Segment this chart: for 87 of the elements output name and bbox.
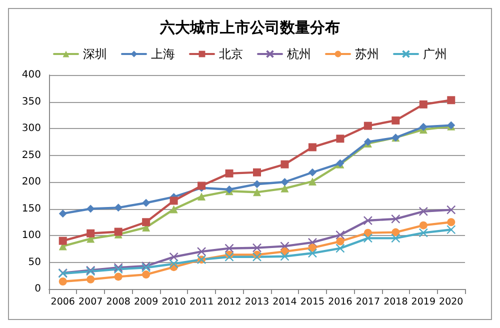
y-tick-label: 100	[22, 230, 41, 241]
x-tick-label: 2020	[439, 296, 464, 308]
point	[253, 180, 261, 188]
y-tick-label: 350	[22, 96, 41, 108]
point	[252, 252, 262, 262]
point	[392, 228, 400, 236]
x-tick-label: 2007	[78, 296, 103, 308]
point	[224, 244, 234, 253]
x-tick-label: 2018	[384, 296, 408, 308]
point	[58, 210, 67, 218]
x-tick-label: 2016	[328, 296, 352, 308]
point	[336, 134, 344, 143]
y-tick-label: 300	[22, 123, 41, 134]
point	[225, 169, 234, 178]
x-tick-label: 2010	[162, 296, 186, 308]
point	[336, 237, 344, 246]
point	[280, 184, 289, 192]
point	[364, 122, 372, 130]
point	[308, 177, 316, 186]
point	[363, 234, 373, 243]
point	[170, 205, 178, 214]
point	[253, 188, 261, 196]
x-tick-label: 2011	[189, 296, 214, 308]
point	[170, 196, 178, 205]
point	[446, 205, 456, 214]
point	[224, 252, 234, 262]
point	[336, 230, 345, 240]
point	[308, 143, 316, 152]
point	[418, 228, 428, 238]
x-tick-label: 2017	[356, 296, 380, 308]
x-tick-label: 2013	[244, 296, 270, 308]
legend-label: 上海	[151, 47, 175, 61]
point	[280, 242, 290, 251]
point	[447, 218, 456, 226]
y-tick-label: 250	[22, 150, 41, 161]
point	[308, 168, 316, 176]
point	[446, 225, 456, 234]
point	[419, 221, 428, 230]
point	[58, 236, 67, 245]
point	[142, 198, 150, 207]
point	[58, 278, 67, 286]
point	[198, 192, 206, 200]
point	[169, 259, 178, 268]
point	[447, 96, 456, 104]
point	[419, 122, 428, 131]
point	[253, 168, 261, 176]
point	[86, 275, 95, 284]
x-tick-label: 2012	[217, 296, 242, 308]
point	[142, 218, 150, 226]
point	[363, 216, 373, 226]
point	[142, 270, 150, 279]
point	[308, 238, 318, 248]
point	[280, 252, 290, 261]
x-tick-label: 2015	[300, 296, 325, 308]
chart-title: 六大城市上市公司数量分布	[159, 18, 340, 36]
y-tick-label: 200	[22, 176, 41, 188]
point	[114, 272, 122, 281]
point	[392, 116, 400, 124]
point	[391, 214, 400, 224]
point	[280, 160, 289, 168]
point	[86, 229, 95, 238]
x-tick-label: 2008	[106, 296, 130, 308]
point	[169, 252, 178, 262]
point	[308, 248, 318, 258]
point	[196, 246, 206, 256]
point	[114, 228, 122, 236]
point	[114, 204, 122, 212]
x-tick-label: 2006	[50, 296, 75, 308]
y-tick-label: 0	[34, 284, 41, 294]
y-tick-label: 50	[28, 256, 41, 268]
x-tick-label: 2014	[272, 296, 297, 308]
point	[391, 234, 400, 243]
legend-label: 苏州	[355, 47, 379, 61]
legend-label: 杭州	[286, 47, 311, 61]
x-tick-label: 2019	[411, 296, 436, 308]
point	[336, 244, 345, 253]
y-tick-label: 150	[22, 203, 41, 214]
y-tick-label: 400	[22, 70, 41, 80]
x-tick-label: 2009	[134, 296, 158, 308]
point	[280, 178, 289, 186]
point	[418, 206, 428, 216]
point	[86, 204, 95, 213]
legend-label: 广州	[423, 47, 447, 61]
point	[252, 243, 262, 252]
legend-label: 深圳	[83, 47, 107, 61]
legend-label: 北京	[219, 47, 243, 61]
point	[419, 100, 428, 108]
